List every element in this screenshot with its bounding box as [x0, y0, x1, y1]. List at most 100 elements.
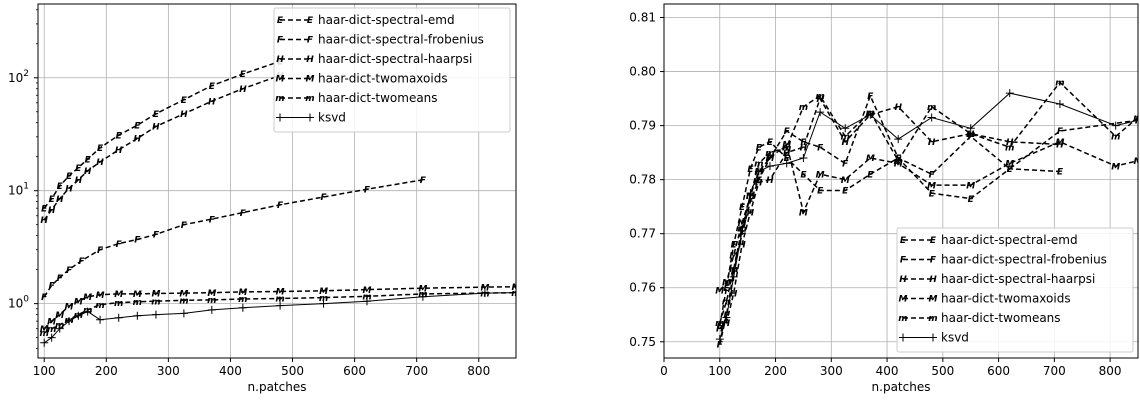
legend-marker — [276, 113, 284, 122]
legend-label: haar-dict-twomaxoids — [318, 72, 448, 86]
x-tick-label: 600 — [343, 364, 366, 378]
data-point-ksvd — [746, 189, 755, 198]
x-axis-label: n.patches — [872, 380, 931, 394]
data-point-haar-dict-twomaxoids: M — [47, 317, 56, 327]
series-line-haar-dict-spectral-emd — [43, 60, 281, 209]
data-point-haar-dict-twomaxoids: M — [74, 297, 83, 307]
data-point-haar-dict-twomeans: m — [1005, 143, 1014, 153]
series-line-haar-dict-spectral-emd — [719, 140, 1060, 326]
legend-marker: F — [900, 256, 907, 266]
data-point-haar-dict-spectral-frobenius: F — [66, 266, 73, 276]
data-point-haar-dict-spectral-haarpsi: H — [841, 138, 849, 148]
series-line-haar-dict-twomaxoids — [719, 140, 1138, 291]
data-point-ksvd — [782, 159, 791, 168]
x-axis-label: n.patches — [248, 380, 307, 394]
data-point-haar-dict-twomeans: m — [1055, 79, 1064, 89]
data-point-ksvd — [65, 317, 74, 326]
data-point-haar-dict-twomeans: m — [765, 149, 774, 159]
legend-marker: m — [928, 314, 937, 324]
data-point-ksvd — [715, 335, 724, 344]
data-point-ksvd — [40, 338, 49, 347]
data-point-haar-dict-spectral-frobenius: F — [116, 240, 123, 250]
data-point-haar-dict-spectral-emd: E — [929, 189, 936, 199]
x-tick-label: 700 — [405, 364, 428, 378]
data-point-haar-dict-spectral-frobenius: F — [41, 293, 48, 303]
data-point-haar-dict-twomeans: m — [1133, 114, 1140, 124]
data-point-haar-dict-spectral-emd: E — [181, 96, 188, 106]
data-point-haar-dict-spectral-emd: E — [57, 182, 64, 192]
y-tick-label: 0.75 — [629, 335, 656, 349]
data-point-ksvd — [966, 124, 975, 133]
data-point-ksvd — [927, 113, 936, 122]
data-point-haar-dict-twomeans: m — [95, 301, 104, 311]
legend-marker: E — [307, 16, 314, 26]
data-point-haar-dict-twomaxoids: M — [363, 286, 372, 296]
y-tick-label: 102 — [8, 69, 29, 85]
y-tick-label: 0.79 — [629, 119, 656, 133]
data-point-haar-dict-spectral-haarpsi: H — [738, 241, 746, 251]
data-point-haar-dict-spectral-frobenius: F — [420, 176, 427, 186]
data-point-haar-dict-twomeans: m — [47, 325, 56, 335]
data-point-haar-dict-twomeans: m — [729, 265, 738, 275]
data-point-haar-dict-spectral-frobenius: F — [800, 138, 807, 148]
data-point-ksvd — [738, 226, 747, 235]
data-point-haar-dict-spectral-emd: E — [731, 241, 738, 251]
data-point-haar-dict-twomeans: m — [275, 295, 284, 305]
data-point-haar-dict-spectral-emd: E — [49, 195, 56, 205]
y-tick-label: 0.78 — [629, 173, 656, 187]
x-tick-label: 800 — [467, 364, 490, 378]
data-point-haar-dict-spectral-frobenius: F — [1057, 127, 1064, 137]
data-point-haar-dict-twomeans: m — [40, 329, 49, 339]
data-point-haar-dict-twomeans: m — [927, 103, 936, 113]
data-point-haar-dict-spectral-haarpsi: H — [115, 146, 123, 156]
legend-box — [273, 7, 511, 133]
data-point-haar-dict-spectral-emd: E — [240, 70, 247, 80]
data-point-haar-dict-twomaxoids: M — [729, 252, 738, 262]
data-point-haar-dict-spectral-haarpsi: H — [894, 103, 902, 113]
data-point-haar-dict-twomaxoids: M — [512, 283, 521, 293]
legend-label: haar-dict-spectral-haarpsi — [941, 272, 1095, 286]
legend-label: haar-dict-spectral-emd — [941, 233, 1078, 247]
data-point-haar-dict-spectral-haarpsi: H — [755, 179, 763, 189]
data-point-haar-dict-spectral-frobenius: F — [929, 170, 936, 180]
data-point-haar-dict-spectral-haarpsi: H — [180, 110, 188, 120]
x-tick-label: 800 — [1099, 364, 1122, 378]
data-point-haar-dict-twomaxoids: M — [133, 290, 142, 300]
series-layer: EEEEEEEEEEEEEEFFFFFFFFFFFFFFFFHHHHHHHHHH… — [40, 57, 521, 347]
data-point-ksvd — [114, 313, 123, 322]
data-point-haar-dict-twomeans: m — [1111, 133, 1120, 143]
series-layer: EEEEEEEEEEEEEEEEEFFFFFFFFFFFFFFFFFFHHHHH… — [715, 79, 1140, 351]
data-point-haar-dict-twomaxoids: M — [715, 287, 724, 297]
data-point-haar-dict-spectral-haarpsi: H — [65, 185, 73, 195]
data-point-haar-dict-twomeans: m — [754, 160, 763, 170]
data-point-haar-dict-spectral-haarpsi: H — [48, 206, 56, 216]
legend-label: haar-dict-twomeans — [941, 311, 1061, 325]
data-point-haar-dict-spectral-frobenius: F — [842, 160, 849, 170]
data-point-ksvd — [512, 288, 516, 297]
data-point-haar-dict-spectral-frobenius: F — [153, 231, 160, 241]
data-point-haar-dict-spectral-frobenius: F — [78, 257, 85, 267]
data-point-haar-dict-twomaxoids: M — [238, 288, 247, 298]
data-point-haar-dict-spectral-haarpsi: H — [239, 85, 247, 95]
y-tick-label: 100 — [8, 295, 29, 311]
legend-box — [896, 227, 1134, 353]
data-point-ksvd — [363, 297, 372, 306]
data-point-haar-dict-spectral-frobenius: F — [1135, 116, 1140, 126]
data-point-haar-dict-twomaxoids: M — [480, 283, 489, 293]
data-point-haar-dict-spectral-frobenius: F — [717, 341, 724, 351]
data-point-haar-dict-twomaxoids: M — [207, 289, 216, 299]
data-point-haar-dict-spectral-emd: E — [767, 138, 774, 148]
data-point-haar-dict-spectral-emd: E — [800, 170, 807, 180]
series-line-haar-dict-spectral-haarpsi — [43, 74, 281, 221]
legend-marker — [929, 333, 937, 342]
data-point-haar-dict-twomeans: m — [966, 130, 975, 140]
data-point-haar-dict-twomaxoids: M — [114, 290, 123, 300]
data-point-ksvd — [276, 301, 285, 310]
legend-marker: F — [307, 36, 314, 46]
data-point-ksvd — [816, 108, 825, 117]
data-point-ksvd — [729, 272, 738, 281]
data-point-ksvd — [151, 310, 160, 319]
legend-label: haar-dict-spectral-frobenius — [318, 33, 484, 47]
legend-marker: F — [277, 36, 284, 46]
data-point-haar-dict-spectral-emd: E — [1057, 168, 1064, 178]
